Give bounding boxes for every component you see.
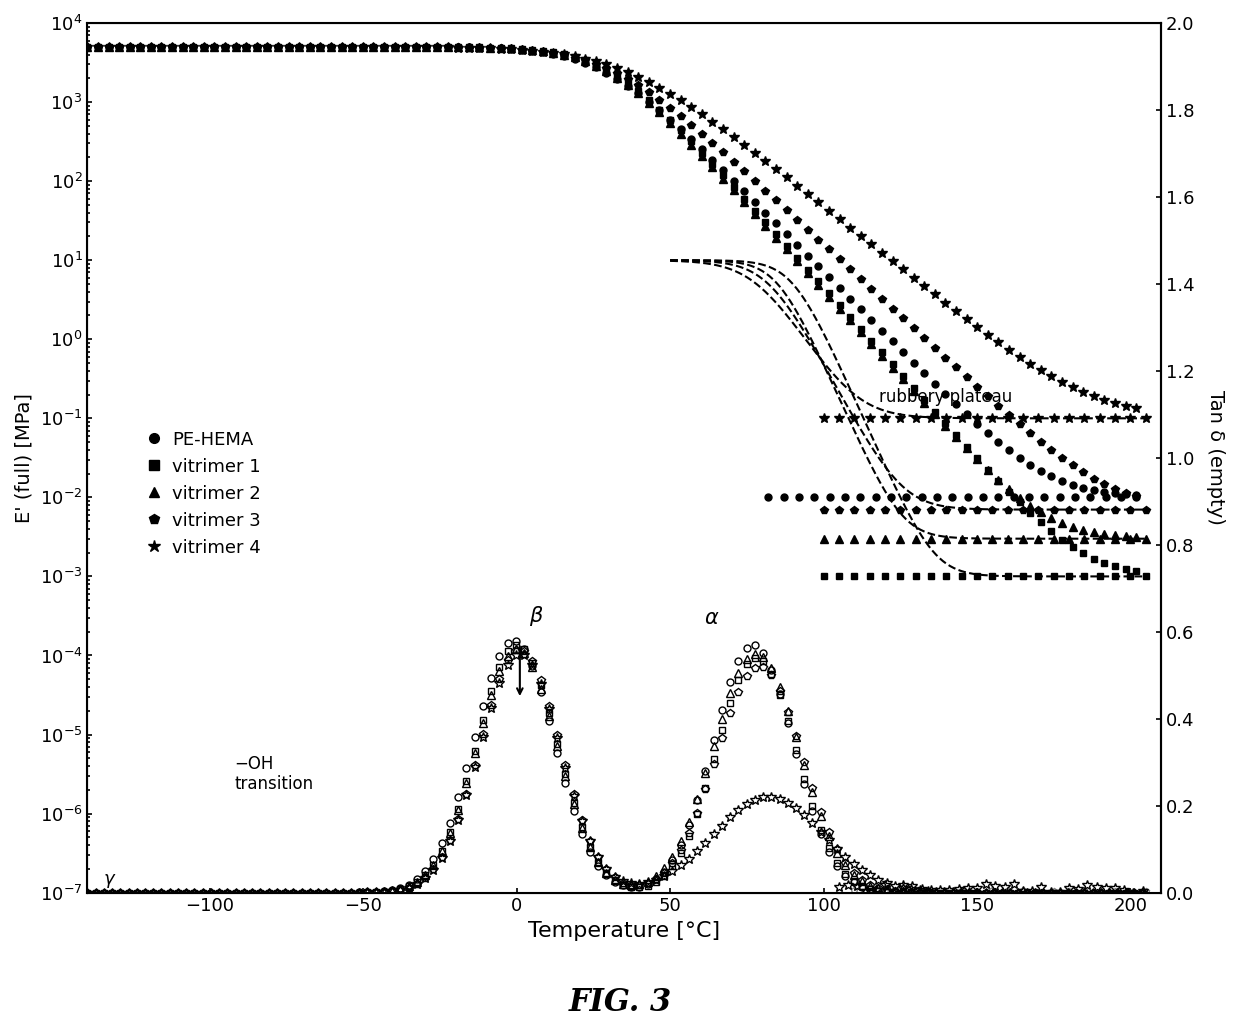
Y-axis label: E' (full) [MPa]: E' (full) [MPa] [15, 393, 33, 523]
Text: rubbery plateau: rubbery plateau [879, 388, 1012, 406]
Text: $\alpha$: $\alpha$ [704, 608, 719, 628]
Text: $\gamma$: $\gamma$ [103, 872, 117, 890]
Y-axis label: Tan δ (empty): Tan δ (empty) [1207, 391, 1225, 525]
Text: −OH
transition: −OH transition [234, 755, 314, 794]
Text: $\beta$: $\beta$ [529, 603, 544, 628]
X-axis label: Temperature [°C]: Temperature [°C] [528, 921, 720, 941]
Legend: PE-HEMA, vitrimer 1, vitrimer 2, vitrimer 3, vitrimer 4: PE-HEMA, vitrimer 1, vitrimer 2, vitrime… [139, 424, 268, 564]
Text: FIG. 3: FIG. 3 [568, 987, 672, 1018]
